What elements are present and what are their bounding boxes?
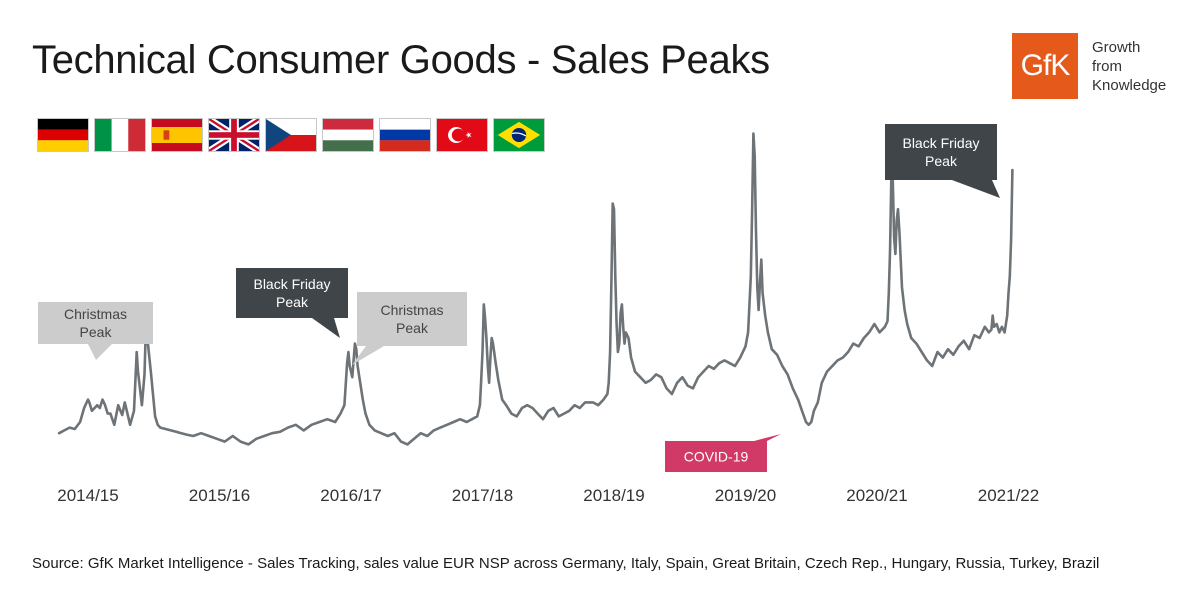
x-tick-label: 2019/20	[715, 486, 776, 505]
callout-christmas-2: Christmas Peak	[352, 292, 467, 365]
sales-series-line	[57, 132, 1014, 446]
tagline-line: Knowledge	[1092, 77, 1167, 94]
callout-box	[357, 292, 467, 346]
callout-box	[885, 124, 997, 180]
callout-pointer	[88, 344, 112, 360]
tagline-line: from	[1092, 58, 1122, 75]
source-note: Source: GfK Market Intelligence - Sales …	[32, 555, 1100, 572]
callout-covid: COVID-19	[665, 434, 781, 472]
x-tick-label: 2014/15	[57, 486, 118, 505]
gfk-logo-text: GfK	[1020, 49, 1071, 82]
callout-box	[665, 441, 767, 472]
logo-tagline: Growth from Knowledge	[1092, 38, 1166, 95]
gfk-logo: GfK	[1012, 33, 1078, 99]
callout-pointer	[352, 346, 384, 365]
flag-germany-icon	[37, 118, 89, 152]
page-title: Technical Consumer Goods - Sales Peaks	[32, 38, 770, 82]
callout-text: Christmas	[380, 302, 443, 318]
callout-text: Peak	[276, 294, 309, 310]
callout-text: COVID-19	[684, 449, 749, 465]
callout-text: Peak	[396, 320, 429, 336]
x-tick-label: 2020/21	[846, 486, 907, 505]
flag-brazil-icon	[493, 118, 545, 152]
callout-text: Peak	[925, 153, 958, 169]
x-tick-label: 2018/19	[583, 486, 644, 505]
x-tick-label: 2017/18	[452, 486, 513, 505]
flag-italy-icon	[94, 118, 146, 152]
callout-text: Black Friday	[902, 135, 979, 151]
flag-spain-icon	[151, 118, 203, 152]
x-tick-label: 2021/22	[978, 486, 1039, 505]
flag-great-britain-icon	[208, 118, 260, 152]
callout-christmas-1: Christmas Peak	[38, 302, 153, 360]
country-flags	[37, 118, 545, 152]
tagline-line: Growth	[1092, 39, 1141, 56]
x-tick-label: 2015/16	[189, 486, 250, 505]
callout-black-friday-1: Black Friday Peak	[236, 268, 348, 338]
callout-black-friday-2: Black Friday Peak	[885, 124, 1000, 198]
callout-text: Christmas	[64, 306, 127, 322]
callout-box	[236, 268, 348, 318]
callout-box	[38, 302, 153, 344]
flag-turkey-icon	[436, 118, 488, 152]
flag-czech-republic-icon	[265, 118, 317, 152]
flag-hungary-icon	[322, 118, 374, 152]
callout-pointer	[754, 434, 781, 441]
x-axis-ticks: 2014/15 2015/16 2016/17 2017/18 2018/19 2019/…	[57, 486, 1039, 505]
peak-callouts: Christmas Peak Black Friday Peak Christmas Pe…	[38, 124, 1000, 472]
callout-pointer	[952, 180, 1000, 198]
flag-russia-icon	[379, 118, 431, 152]
callout-pointer	[312, 318, 340, 338]
callout-text: Peak	[80, 324, 113, 340]
callout-text: Black Friday	[253, 276, 330, 292]
x-tick-label: 2016/17	[320, 486, 381, 505]
